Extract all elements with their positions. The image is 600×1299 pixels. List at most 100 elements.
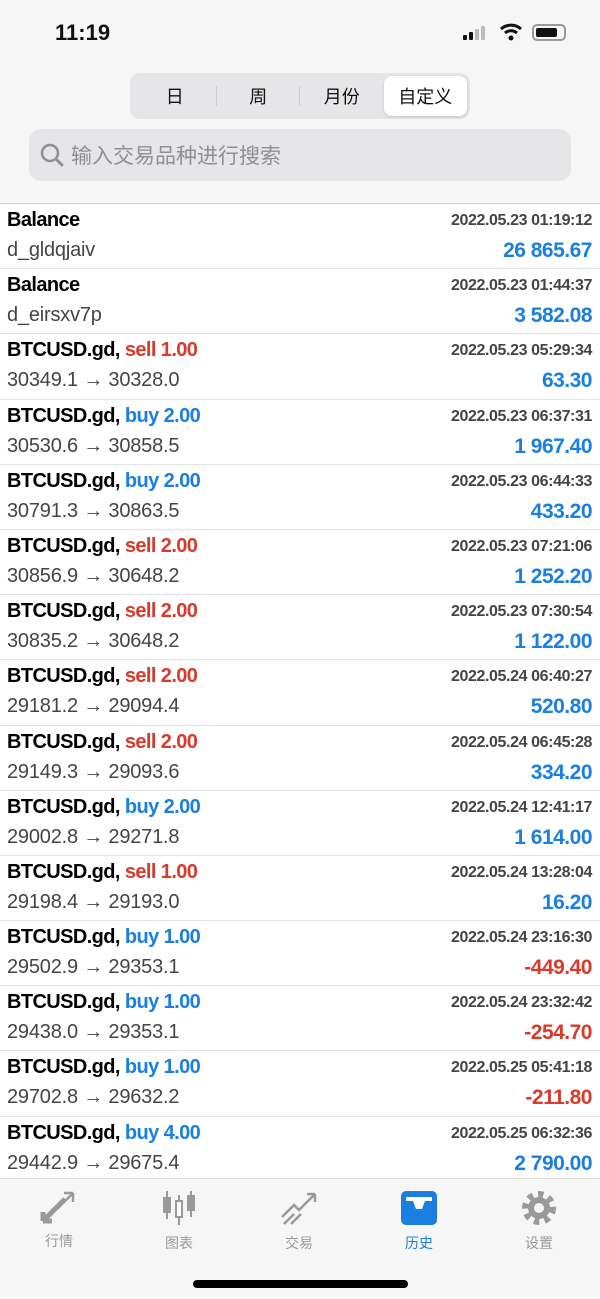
row-title: BTCUSD.gd, sell 2.00 (7, 534, 198, 558)
search-input[interactable]: 输入交易品种进行搜索 (29, 129, 571, 181)
row-detail: 29702.8 → 29632.2 (7, 1086, 180, 1109)
trade-side: buy (124, 1056, 159, 1079)
trade-side: buy (124, 404, 159, 427)
trade-side: buy (124, 795, 159, 818)
row-detail: d_eirsxv7p (7, 304, 102, 327)
row-profit: 1 967.40 (514, 434, 592, 458)
list-item[interactable]: BTCUSD.gd, sell 2.00 29181.2 → 29094.4 2… (0, 660, 600, 726)
quotes-arrows-icon (40, 1191, 75, 1224)
symbol: BTCUSD.gd, (7, 991, 120, 1014)
list-item[interactable]: Balance d_eirsxv7p 2022.05.23 01:44:37 3… (0, 269, 600, 335)
symbol: BTCUSD.gd, (7, 860, 120, 883)
tab-label: 行情 (45, 1233, 73, 1249)
row-detail: 30791.3 → 30863.5 (7, 499, 180, 522)
list-item[interactable]: BTCUSD.gd, buy 2.00 29002.8 → 29271.8 20… (0, 791, 600, 856)
row-detail: 29438.0 → 29353.1 (7, 1021, 180, 1044)
row-detail: 29002.8 → 29271.8 (7, 825, 180, 848)
list-item[interactable]: BTCUSD.gd, sell 1.00 30349.1 → 30328.0 2… (0, 334, 600, 400)
list-item[interactable]: BTCUSD.gd, buy 2.00 30791.3 → 30863.5 20… (0, 465, 600, 530)
row-profit: 26 865.67 (503, 239, 592, 262)
trade-volume: 2.00 (163, 469, 201, 492)
symbol: Balance (7, 209, 80, 231)
row-time: 2022.05.23 01:44:37 (451, 277, 592, 295)
list-item[interactable]: Balance d_gldqjaiv 2022.05.23 01:19:12 2… (0, 204, 600, 270)
row-profit: 433.20 (530, 499, 593, 523)
row-title: BTCUSD.gd, buy 2.00 (7, 795, 201, 819)
row-profit: 16.20 (541, 890, 593, 914)
symbol: BTCUSD.gd, (7, 339, 120, 362)
row-detail: 29502.9 → 29353.1 (7, 956, 180, 979)
list-item[interactable]: BTCUSD.gd, sell 2.00 29149.3 → 29093.6 2… (0, 726, 600, 791)
symbol: BTCUSD.gd, (7, 600, 120, 623)
gear-icon (522, 1191, 556, 1225)
row-detail: 30835.2 → 30648.2 (7, 630, 180, 653)
row-title: BTCUSD.gd, buy 2.00 (7, 404, 201, 428)
row-profit: -254.70 (524, 1021, 592, 1045)
tab-label: 交易 (285, 1235, 313, 1251)
list-item[interactable]: BTCUSD.gd, buy 4.00 29442.9 → 29675.4 20… (0, 1117, 600, 1178)
row-title: BTCUSD.gd, sell 2.00 (7, 600, 198, 623)
trade-volume: 2.00 (163, 795, 201, 818)
row-detail: 30530.6 → 30858.5 (7, 434, 180, 457)
segment-week[interactable]: 周 (217, 76, 301, 116)
candlestick-icon (163, 1191, 195, 1225)
row-profit: 1 122.00 (514, 630, 592, 654)
inbox-history-icon (401, 1191, 437, 1225)
row-detail: 29198.4 → 29193.0 (7, 890, 180, 913)
row-time: 2022.05.24 06:45:28 (451, 733, 592, 751)
segment-day[interactable]: 日 (133, 76, 217, 116)
symbol: BTCUSD.gd, (7, 926, 120, 949)
row-title: BTCUSD.gd, buy 4.00 (7, 1121, 201, 1145)
list-item[interactable]: BTCUSD.gd, buy 1.00 29702.8 → 29632.2 20… (0, 1051, 600, 1117)
row-title: BTCUSD.gd, buy 1.00 (7, 1056, 201, 1079)
home-indicator[interactable] (193, 1280, 408, 1288)
row-title: BTCUSD.gd, buy 2.00 (7, 469, 201, 493)
segment-custom[interactable]: 自定义 (383, 76, 467, 116)
list-item[interactable]: BTCUSD.gd, sell 1.00 29198.4 → 29193.0 2… (0, 856, 600, 922)
row-profit: 520.80 (530, 695, 593, 719)
search-icon (40, 143, 64, 167)
segment-month[interactable]: 月份 (323, 87, 360, 107)
list-item[interactable]: BTCUSD.gd, sell 2.00 30835.2 → 30648.2 2… (0, 595, 600, 661)
trade-trend-icon (281, 1192, 317, 1225)
trade-volume: 2.00 (160, 534, 198, 557)
row-title: BTCUSD.gd, sell 2.00 (7, 665, 198, 688)
symbol: BTCUSD.gd, (7, 730, 120, 753)
tab-quotes[interactable]: 行情 (19, 1189, 99, 1251)
clock: 11:19 (55, 20, 111, 45)
tab-history[interactable]: 历史 (379, 1189, 459, 1253)
list-item[interactable]: BTCUSD.gd, buy 2.00 30530.6 → 30858.5 20… (0, 400, 600, 465)
trade-volume: 1.00 (160, 860, 198, 883)
row-time: 2022.05.23 05:29:34 (451, 342, 592, 360)
tab-settings[interactable]: 设置 (499, 1189, 579, 1253)
row-time: 2022.05.25 05:41:18 (451, 1059, 592, 1077)
row-profit: 3 582.08 (514, 304, 592, 328)
tab-label: 图表 (165, 1235, 193, 1251)
trade-side: sell (124, 339, 157, 362)
row-title: Balance (7, 274, 80, 297)
row-profit: -449.40 (524, 956, 592, 980)
tab-trade[interactable]: 交易 (259, 1189, 339, 1253)
trade-volume: 2.00 (160, 600, 198, 623)
trade-side: sell (124, 600, 157, 623)
row-title: Balance (7, 209, 80, 232)
row-time: 2022.05.23 06:37:31 (451, 407, 592, 425)
row-profit: -211.80 (525, 1086, 592, 1110)
trade-side: buy (124, 926, 159, 949)
row-title: BTCUSD.gd, buy 1.00 (7, 991, 201, 1014)
row-time: 2022.05.23 07:21:06 (451, 537, 592, 555)
history-list[interactable]: Balance d_gldqjaiv 2022.05.23 01:19:12 2… (0, 203, 600, 1178)
list-item[interactable]: BTCUSD.gd, buy 1.00 29502.9 → 29353.1 20… (0, 921, 600, 987)
tab-charts[interactable]: 图表 (139, 1189, 219, 1253)
trade-volume: 1.00 (163, 991, 201, 1014)
row-detail: 30856.9 → 30648.2 (7, 564, 180, 587)
signal-icon (463, 26, 485, 40)
row-profit: 1 252.20 (514, 564, 592, 588)
trade-volume: 2.00 (160, 665, 198, 688)
symbol: Balance (7, 274, 80, 297)
row-title: BTCUSD.gd, sell 2.00 (7, 730, 198, 754)
list-item[interactable]: BTCUSD.gd, sell 2.00 30856.9 → 30648.2 2… (0, 530, 600, 596)
row-time: 2022.05.24 13:28:04 (451, 863, 592, 881)
symbol: BTCUSD.gd, (7, 1121, 120, 1144)
list-item[interactable]: BTCUSD.gd, buy 1.00 29438.0 → 29353.1 20… (0, 986, 600, 1052)
